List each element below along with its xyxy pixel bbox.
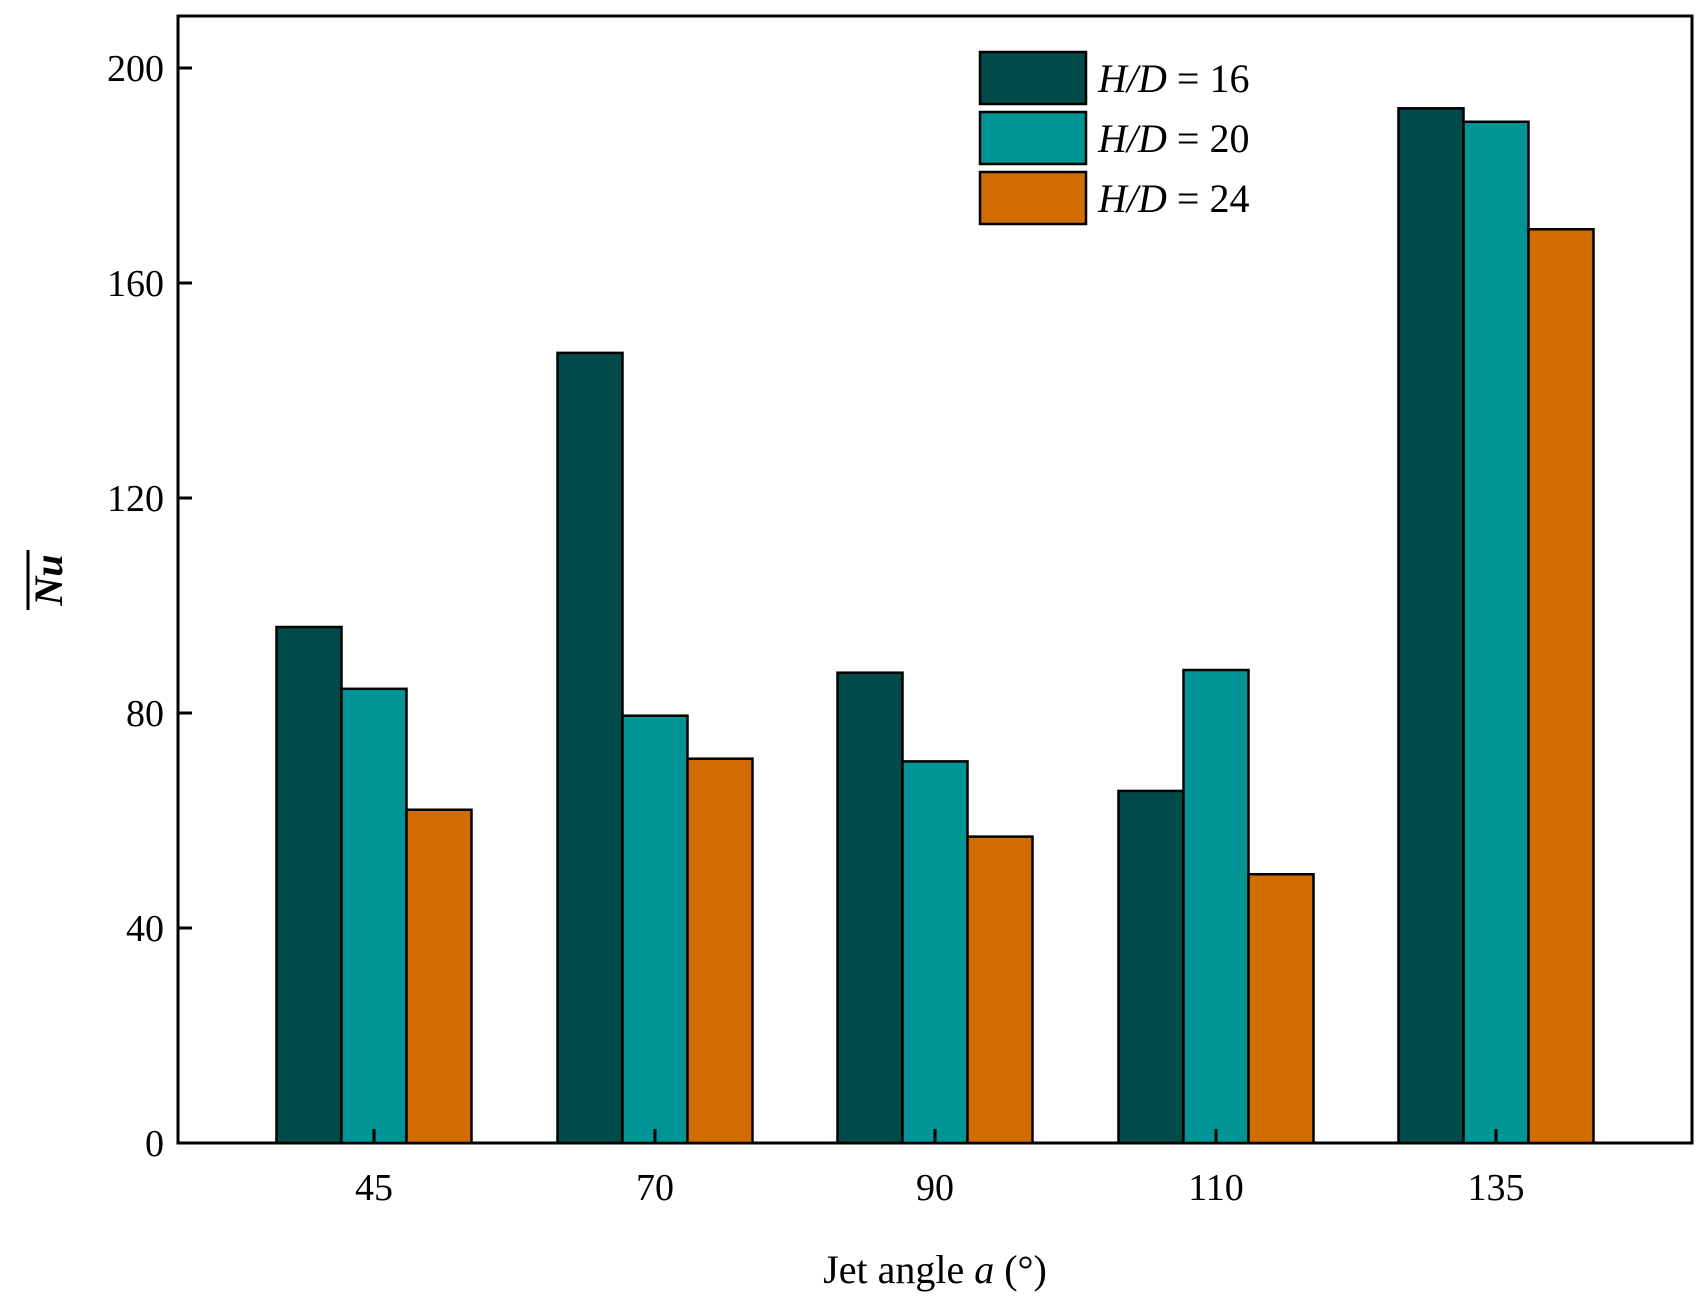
y-tick-label: 200 <box>107 48 164 90</box>
bar-45-series-3 <box>405 808 473 1145</box>
bar-110-series-1 <box>1117 789 1185 1145</box>
bar-90-series-1 <box>836 671 904 1145</box>
bar-110-series-2 <box>1182 668 1250 1145</box>
bar-90-series-3 <box>966 835 1034 1145</box>
bar-135-series-1 <box>1397 107 1465 1145</box>
x-tick-label: 90 <box>916 1167 954 1209</box>
y-axis-title: Nu <box>26 550 71 610</box>
legend: H/D = 16 H/D = 20 H/D = 24 <box>978 50 1249 226</box>
y-tick-label: 80 <box>126 693 164 735</box>
bar-70-series-3 <box>686 757 754 1145</box>
legend-label-series-3: H/D = 24 <box>1097 176 1249 221</box>
bar-70-series-1 <box>556 351 624 1145</box>
bars-group <box>275 107 1595 1145</box>
y-tick-label: 120 <box>107 478 164 520</box>
bar-45-series-2 <box>340 687 408 1145</box>
y-tick-label: 40 <box>126 908 164 950</box>
legend-label-series-2: H/D = 20 <box>1097 116 1249 161</box>
bar-135-series-2 <box>1462 120 1530 1145</box>
svg-text:Nu: Nu <box>26 554 71 606</box>
y-tick-label: 0 <box>145 1123 164 1165</box>
bar-90-series-2 <box>901 760 969 1145</box>
y-tick-label: 160 <box>107 263 164 305</box>
y-axis-ticks: 0 40 80 120 160 200 <box>107 48 192 1165</box>
x-tick-label: 70 <box>636 1167 674 1209</box>
bar-45-series-1 <box>275 625 343 1145</box>
bar-135-series-3 <box>1527 228 1595 1145</box>
bar-70-series-2 <box>621 714 689 1145</box>
x-tick-label: 135 <box>1468 1167 1525 1209</box>
x-axis-title: Jet angle a (°) <box>823 1247 1047 1292</box>
legend-label-series-1: H/D = 16 <box>1097 56 1249 101</box>
bar-110-series-3 <box>1247 873 1315 1145</box>
x-axis-ticks: 45 70 90 110 135 <box>355 1129 1525 1209</box>
x-tick-label: 110 <box>1188 1167 1244 1209</box>
legend-swatch-series-1 <box>978 50 1088 106</box>
legend-swatch-series-3 <box>978 170 1088 226</box>
legend-swatch-series-2 <box>978 110 1088 166</box>
x-tick-label: 45 <box>355 1167 393 1209</box>
